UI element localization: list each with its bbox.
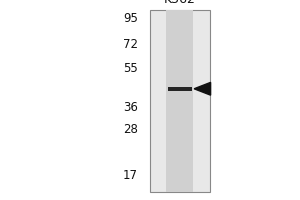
Text: 17: 17 — [123, 169, 138, 182]
Text: 95: 95 — [123, 12, 138, 25]
Bar — [168, 87, 192, 91]
Polygon shape — [194, 82, 211, 95]
Text: K562: K562 — [164, 0, 196, 6]
Text: 36: 36 — [123, 101, 138, 114]
Bar — [167, 10, 194, 192]
Text: 72: 72 — [123, 38, 138, 51]
Text: 55: 55 — [123, 62, 138, 75]
Bar — [150, 10, 210, 192]
Text: 28: 28 — [123, 123, 138, 136]
